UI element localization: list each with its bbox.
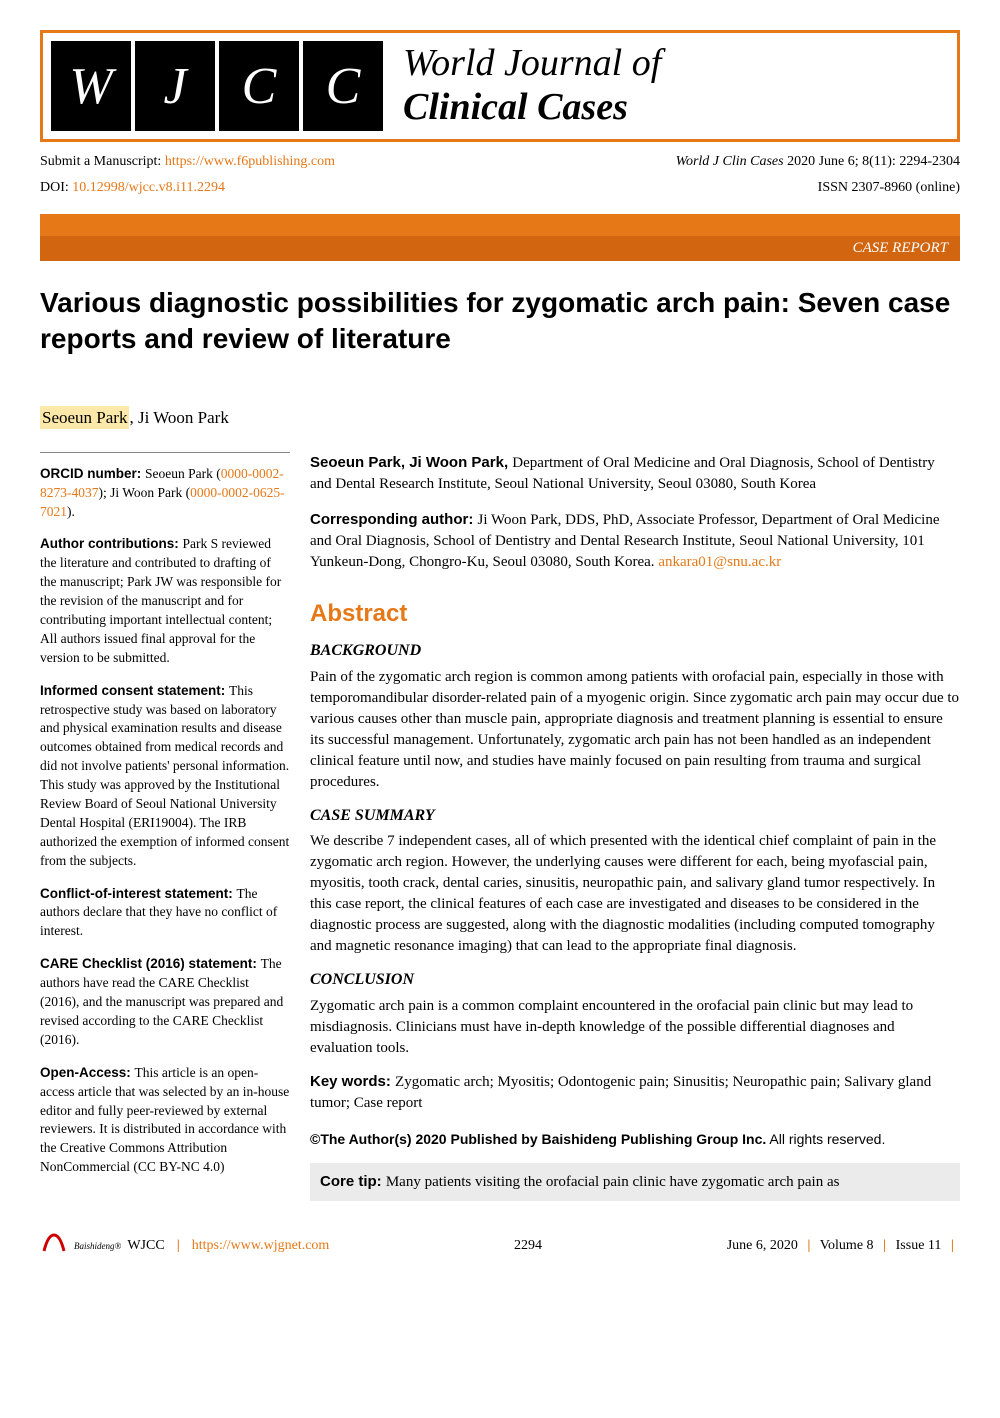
author-highlighted: Seoeun Park [40, 406, 129, 429]
orange-bar [40, 214, 960, 236]
corresponding-author: Corresponding author: Ji Woon Park, DDS,… [310, 509, 960, 573]
citation-journal: World J Clin Cases [676, 154, 788, 169]
logo-letter: C [219, 41, 299, 131]
page-footer: Baishideng® WJCC | https://www.wjgnet.co… [40, 1231, 960, 1260]
meta-row-1: Submit a Manuscript: https://www.f6publi… [40, 154, 960, 170]
doi-label: DOI: [40, 180, 72, 195]
submit-label: Submit a Manuscript: [40, 154, 165, 169]
corresp-label: Corresponding author: [310, 511, 478, 528]
submit-link[interactable]: https://www.f6publishing.com [165, 154, 335, 169]
separator-icon: | [883, 1238, 886, 1253]
footer-brand: Baishideng® [74, 1241, 121, 1251]
affiliation-authors: Seoeun Park, Ji Woon Park, [310, 454, 512, 471]
journal-header: W J C C World Journal of Clinical Cases [40, 30, 960, 142]
footer-volume: Volume 8 [820, 1238, 874, 1253]
article-type-label: CASE REPORT [40, 236, 960, 261]
contrib-text: Park S reviewed the literature and contr… [40, 536, 281, 664]
footer-journal-abbrev: WJCC [127, 1238, 164, 1254]
conclusion-text: Zygomatic arch pain is a common complain… [310, 996, 960, 1059]
main-content: Seoeun Park, Ji Woon Park, Department of… [310, 452, 960, 1201]
logo-letter: J [135, 41, 215, 131]
keywords: Key words: Zygomatic arch; Myositis; Odo… [310, 1071, 960, 1114]
article-title: Various diagnostic possibilities for zyg… [40, 285, 960, 358]
summary-heading: CASE SUMMARY [310, 805, 960, 827]
background-heading: BACKGROUND [310, 640, 960, 662]
meta-row-2: DOI: 10.12998/wjcc.v8.i11.2294 ISSN 2307… [40, 180, 960, 196]
footer-date: June 6, 2020 [727, 1238, 798, 1253]
separator-icon: | [177, 1238, 180, 1254]
citation-details: 2020 June 6; 8(11): 2294-2304 [787, 154, 960, 169]
logo-letter: W [51, 41, 131, 131]
journal-title-line1: World Journal of [403, 42, 661, 86]
footer-issue: Issue 11 [896, 1238, 942, 1253]
authors: Seoeun Park, Ji Woon Park [40, 408, 960, 428]
logo-boxes: W J C C [51, 41, 383, 131]
journal-title-line2: Clinical Cases [403, 86, 661, 130]
keywords-label: Key words: [310, 1073, 395, 1090]
access-text: This article is an open-access article t… [40, 1065, 289, 1174]
copyright-rest: All rights reserved. [766, 1131, 885, 1147]
corresp-email[interactable]: ankara01@snu.ac.kr [658, 554, 781, 570]
summary-text: We describe 7 independent cases, all of … [310, 831, 960, 957]
background-text: Pain of the zygomatic arch region is com… [310, 667, 960, 793]
footer-url[interactable]: https://www.wjgnet.com [192, 1238, 330, 1254]
orcid-mid: ); Ji Woon Park ( [99, 485, 191, 500]
access-label: Open-Access: [40, 1065, 135, 1080]
sidebar: ORCID number: Seoeun Park (0000-0002-827… [40, 452, 290, 1201]
separator-icon: | [807, 1238, 810, 1253]
author-rest: , Ji Woon Park [129, 408, 228, 427]
consent-label: Informed consent statement: [40, 683, 229, 698]
orcid-end: ). [67, 504, 75, 519]
copyright-bold: ©The Author(s) 2020 Published by Baishid… [310, 1131, 766, 1147]
care-label: CARE Checklist (2016) statement: [40, 956, 261, 971]
coretip-label: Core tip: [320, 1173, 386, 1190]
core-tip: Core tip: Many patients visiting the oro… [310, 1163, 960, 1201]
coretip-text: Many patients visiting the orofacial pai… [386, 1174, 840, 1190]
conclusion-heading: CONCLUSION [310, 969, 960, 991]
abstract-heading: Abstract [310, 597, 960, 631]
doi-link[interactable]: 10.12998/wjcc.v8.i11.2294 [72, 180, 225, 195]
footer-page: 2294 [514, 1238, 542, 1254]
keywords-text: Zygomatic arch; Myositis; Odontogenic pa… [310, 1074, 931, 1111]
affiliation: Seoeun Park, Ji Woon Park, Department of… [310, 452, 960, 495]
contrib-label: Author contributions: [40, 536, 182, 551]
footer-right: June 6, 2020 | Volume 8 | Issue 11 | [727, 1238, 960, 1254]
orcid-label: ORCID number: [40, 466, 145, 481]
separator-icon: | [951, 1238, 954, 1253]
conflict-label: Conflict-of-interest statement: [40, 886, 237, 901]
footer-left: Baishideng® WJCC | https://www.wjgnet.co… [40, 1231, 329, 1260]
journal-title: World Journal of Clinical Cases [403, 42, 661, 129]
orcid-text: Seoeun Park ( [145, 466, 221, 481]
copyright: ©The Author(s) 2020 Published by Baishid… [310, 1130, 960, 1150]
issn: ISSN 2307-8960 (online) [818, 180, 960, 195]
logo-letter: C [303, 41, 383, 131]
publisher-logo-icon [40, 1231, 68, 1260]
consent-text: This retrospective study was based on la… [40, 683, 289, 868]
